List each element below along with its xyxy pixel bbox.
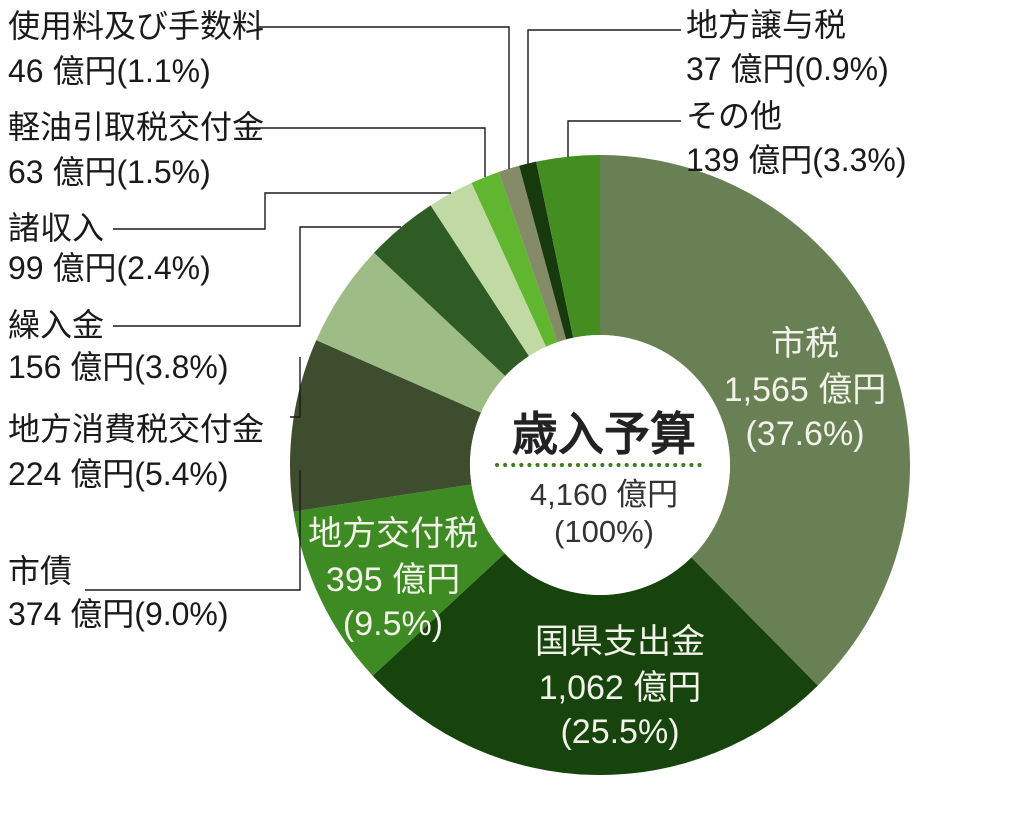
- svg-text:1,565 億円: 1,565 億円: [724, 371, 887, 409]
- svg-text:国県支出金: 国県支出金: [535, 623, 705, 661]
- svg-text:395 億円: 395 億円: [326, 561, 460, 599]
- svg-text:46 億円(1.1%): 46 億円(1.1%): [8, 53, 211, 89]
- svg-text:地方譲与税: 地方譲与税: [686, 7, 846, 43]
- svg-text:諸収入: 諸収入: [8, 210, 104, 246]
- svg-text:63 億円(1.5%): 63 億円(1.5%): [8, 154, 211, 190]
- svg-text:99 億円(2.4%): 99 億円(2.4%): [8, 250, 211, 286]
- svg-text:その他: その他: [686, 98, 782, 134]
- svg-text:市債: 市債: [8, 553, 72, 589]
- svg-text:(25.5%): (25.5%): [560, 713, 679, 751]
- svg-text:地方交付税: 地方交付税: [308, 515, 478, 553]
- svg-text:37 億円(0.9%): 37 億円(0.9%): [686, 51, 889, 87]
- svg-text:市税: 市税: [771, 325, 839, 363]
- svg-text:地方消費税交付金: 地方消費税交付金: [8, 411, 264, 447]
- svg-text:(9.5%): (9.5%): [343, 605, 443, 643]
- svg-text:(37.6%): (37.6%): [745, 415, 864, 453]
- svg-text:軽油引取税交付金: 軽油引取税交付金: [8, 109, 264, 145]
- svg-text:374 億円(9.0%): 374 億円(9.0%): [8, 596, 229, 632]
- svg-text:歳入予算: 歳入予算: [512, 408, 696, 460]
- svg-text:4,160 億円: 4,160 億円: [530, 477, 678, 512]
- svg-text:139 億円(3.3%): 139 億円(3.3%): [686, 142, 907, 178]
- svg-text:1,062 億円: 1,062 億円: [539, 669, 702, 707]
- svg-text:224 億円(5.4%): 224 億円(5.4%): [8, 456, 229, 492]
- svg-text:使用料及び手数料: 使用料及び手数料: [8, 8, 264, 44]
- svg-text:繰入金: 繰入金: [8, 307, 104, 343]
- svg-text:156 億円(3.8%): 156 億円(3.8%): [8, 349, 229, 385]
- svg-text:(100%): (100%): [554, 514, 654, 549]
